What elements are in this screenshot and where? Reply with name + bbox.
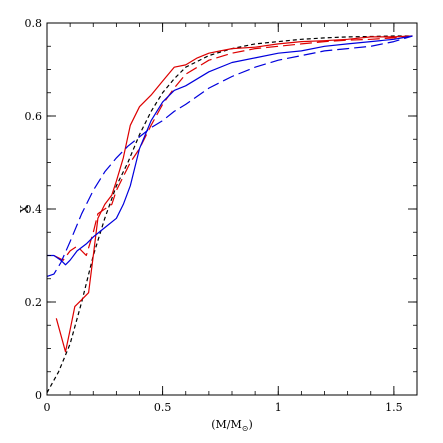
x-axis-label-subscript: ⊙ xyxy=(242,424,249,433)
y-tick-label: 0.4 xyxy=(25,203,43,216)
series-red-dashed-line xyxy=(53,35,413,261)
x-axis-label-close: ) xyxy=(248,418,252,431)
series-red-solid-line xyxy=(55,35,413,353)
x-tick-label: 1 xyxy=(275,401,282,414)
y-tick-label: 0 xyxy=(35,389,42,402)
series-layer xyxy=(46,35,413,393)
tick-label-layer: 0 0.5 1 1.5 0 0.2 0.4 0.6 0.8 xyxy=(25,17,403,414)
x-tick-label: 1.5 xyxy=(385,401,403,414)
x-tick-label: 0 xyxy=(44,401,51,414)
plot-frame xyxy=(46,22,418,396)
tick-layer xyxy=(46,22,418,396)
y-tick-label: 0.8 xyxy=(25,17,43,30)
series-blue-solid-line xyxy=(47,35,413,266)
series-black-dashed-line xyxy=(46,35,413,393)
y-axis-label: X xyxy=(18,205,31,213)
series-blue-dashed-line xyxy=(46,35,413,277)
x-axis-label-main: (M/M xyxy=(211,418,242,431)
x-axis-label: (M/M⊙) xyxy=(211,418,253,433)
y-tick-label: 0.2 xyxy=(25,296,43,309)
y-tick-label: 0.6 xyxy=(25,110,43,123)
x-tick-label: 0.5 xyxy=(154,401,172,414)
